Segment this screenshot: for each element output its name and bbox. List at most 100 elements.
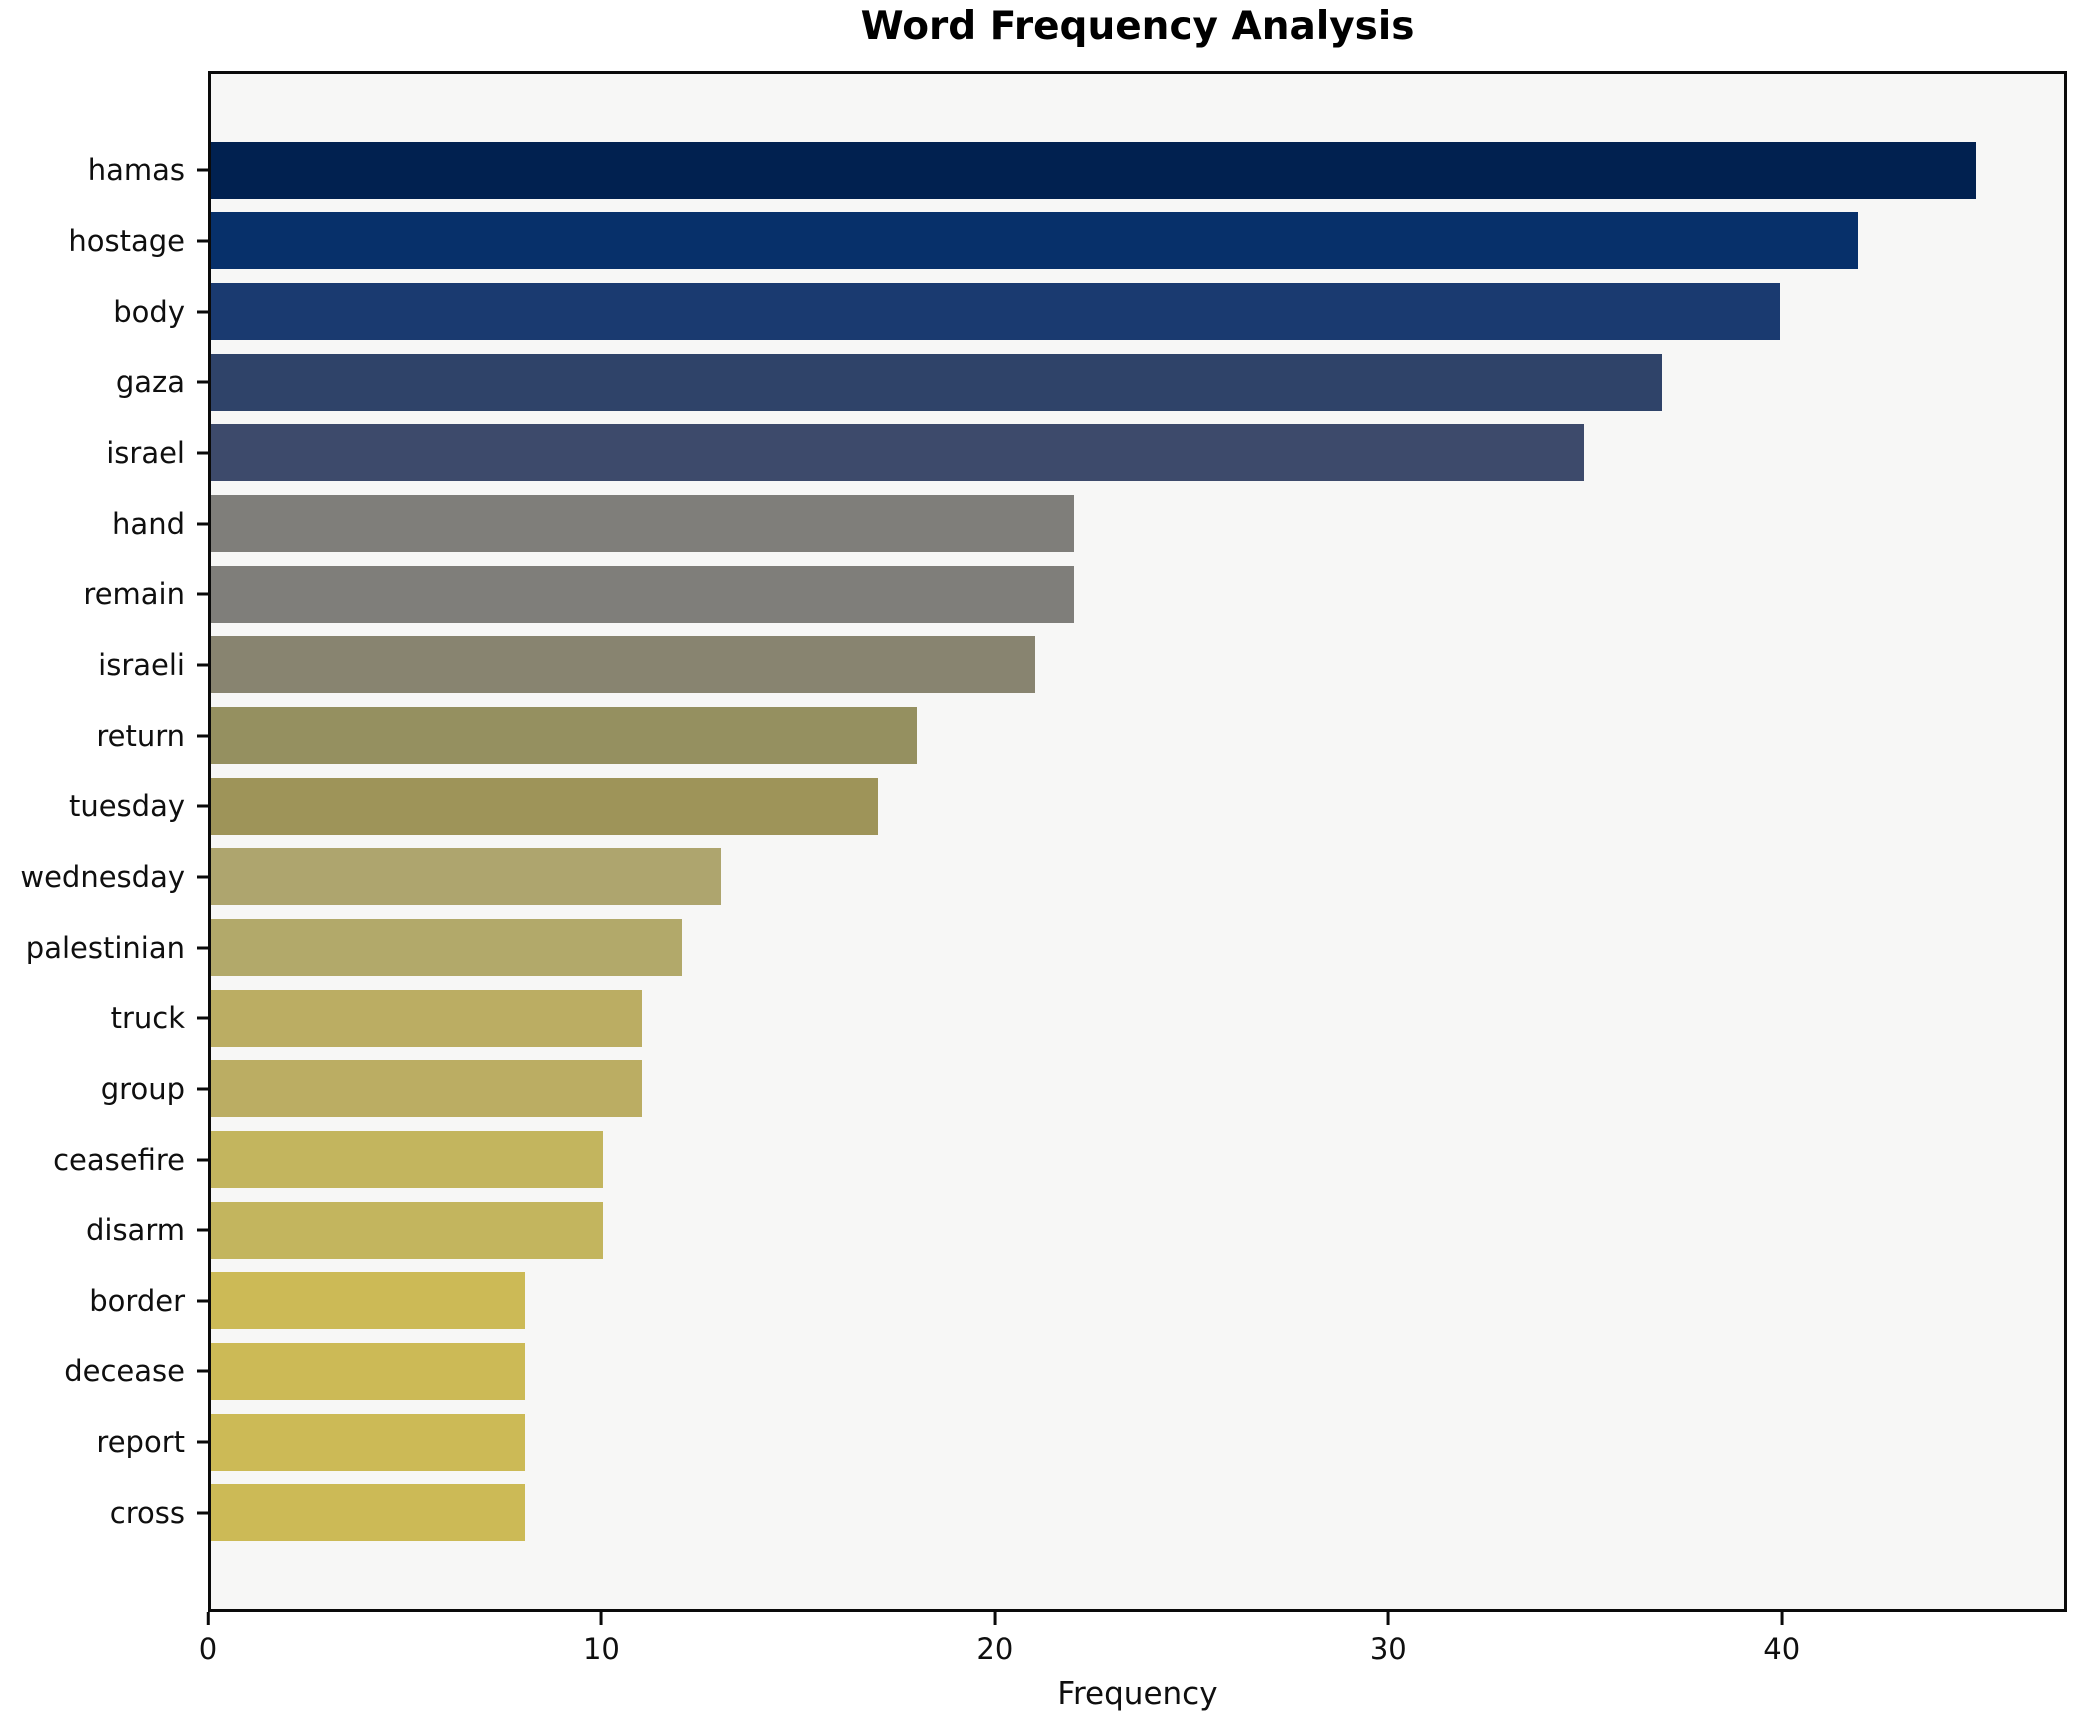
y-tick-mark (197, 1299, 208, 1303)
category-label: palestinian (25, 930, 185, 965)
y-tick-mark (197, 1087, 208, 1091)
x-tick-label: 30 (1369, 1632, 1407, 1666)
bar-row: israel (106, 418, 2064, 489)
y-tick-mark (197, 804, 208, 808)
bar (211, 141, 1976, 199)
x-axis-ticks: 0 10 20 30 40 (199, 1612, 2067, 1674)
bar (211, 1201, 604, 1259)
bar (211, 1131, 604, 1189)
category-label: israeli (98, 647, 185, 682)
bar-row: border (89, 1266, 2064, 1337)
y-tick-mark (197, 1228, 208, 1232)
category-label: cross (109, 1495, 185, 1530)
y-tick-mark (197, 663, 208, 667)
plot-rows: hamas hostage body gaza israel hand remain isra… (20, 74, 2064, 1609)
chart-title: Word Frequency Analysis (860, 4, 1415, 49)
y-tick-mark (197, 310, 208, 314)
y-tick-mark (197, 1016, 208, 1020)
bar (211, 989, 643, 1047)
bar (211, 283, 1780, 341)
bar-row: hamas (88, 135, 2064, 206)
bar (211, 1484, 525, 1542)
category-label: wednesday (20, 859, 185, 894)
x-tick: 0 (199, 1612, 217, 1666)
category-label: body (113, 294, 185, 329)
x-tick-label: 40 (1763, 1632, 1801, 1666)
y-tick-mark (197, 451, 208, 455)
bar-row: hand (112, 488, 2064, 559)
bar-row: remain (83, 559, 2064, 630)
category-label: gaza (115, 365, 185, 400)
bar (211, 1060, 643, 1118)
bar (211, 1342, 525, 1400)
x-tick: 30 (1370, 1612, 1407, 1666)
bar-row: hostage (68, 206, 2064, 277)
x-axis-label: Frequency (1057, 1676, 1218, 1712)
y-tick-mark (197, 380, 208, 384)
bar (211, 848, 721, 906)
bar-row: palestinian (26, 912, 2064, 983)
bar-row: ceasefire (53, 1124, 2064, 1195)
category-label: hostage (68, 223, 185, 258)
bar-row: disarm (86, 1195, 2064, 1266)
bar-row: israeli (98, 630, 2064, 701)
y-tick-mark (197, 522, 208, 526)
x-tick-label: 20 (976, 1632, 1014, 1666)
bar (211, 636, 1035, 694)
category-label: remain (83, 577, 185, 612)
category-label: group (100, 1071, 185, 1106)
plot-area: hamas hostage body gaza israel hand remain isra… (20, 71, 2067, 1612)
y-tick-mark (197, 168, 208, 172)
bar-row: report (96, 1407, 2064, 1478)
y-tick-mark (197, 875, 208, 879)
y-tick-mark (197, 239, 208, 243)
category-label: disarm (85, 1213, 185, 1248)
bar-row: tuesday (69, 771, 2064, 842)
bar-row: body (113, 276, 2064, 347)
x-tick-label: 0 (198, 1632, 218, 1666)
bar-row: group (101, 1054, 2064, 1125)
category-label: report (96, 1425, 185, 1460)
category-label: ceasefire (53, 1142, 185, 1177)
category-label: border (89, 1283, 185, 1318)
bar-row: decease (64, 1336, 2064, 1407)
category-label: hamas (87, 153, 185, 188)
bar-row: cross (110, 1477, 2064, 1548)
x-tick-mark (206, 1612, 210, 1625)
category-label: tuesday (68, 789, 185, 824)
bar-row: gaza (116, 347, 2064, 418)
x-tick-mark (1386, 1612, 1390, 1625)
y-tick-mark (197, 946, 208, 950)
x-tick-mark (993, 1612, 997, 1625)
y-tick-mark (197, 1440, 208, 1444)
bar-row: truck (111, 983, 2064, 1054)
x-tick-mark (1780, 1612, 1784, 1625)
bar (211, 919, 682, 977)
x-tick: 20 (976, 1612, 1013, 1666)
bar (211, 1413, 525, 1471)
x-tick-label: 10 (582, 1632, 620, 1666)
x-tick: 10 (583, 1612, 620, 1666)
x-tick-mark (599, 1612, 603, 1625)
bar (211, 777, 878, 835)
y-tick-mark (197, 1369, 208, 1373)
bar (211, 565, 1074, 623)
bar (211, 707, 917, 765)
category-label: decease (64, 1354, 185, 1389)
bar (211, 495, 1074, 553)
x-tick: 40 (1763, 1612, 1800, 1666)
category-label: hand (112, 506, 185, 541)
bar-row: wednesday (20, 842, 2064, 913)
category-label: return (96, 718, 185, 753)
bar (211, 212, 1859, 270)
y-tick-mark (197, 734, 208, 738)
bar (211, 353, 1663, 411)
y-tick-mark (197, 1511, 208, 1515)
y-tick-mark (197, 592, 208, 596)
category-label: truck (110, 1001, 185, 1036)
bar-row: return (96, 700, 2064, 771)
category-label: israel (106, 435, 185, 470)
y-tick-mark (197, 1158, 208, 1162)
bar (211, 1272, 525, 1330)
